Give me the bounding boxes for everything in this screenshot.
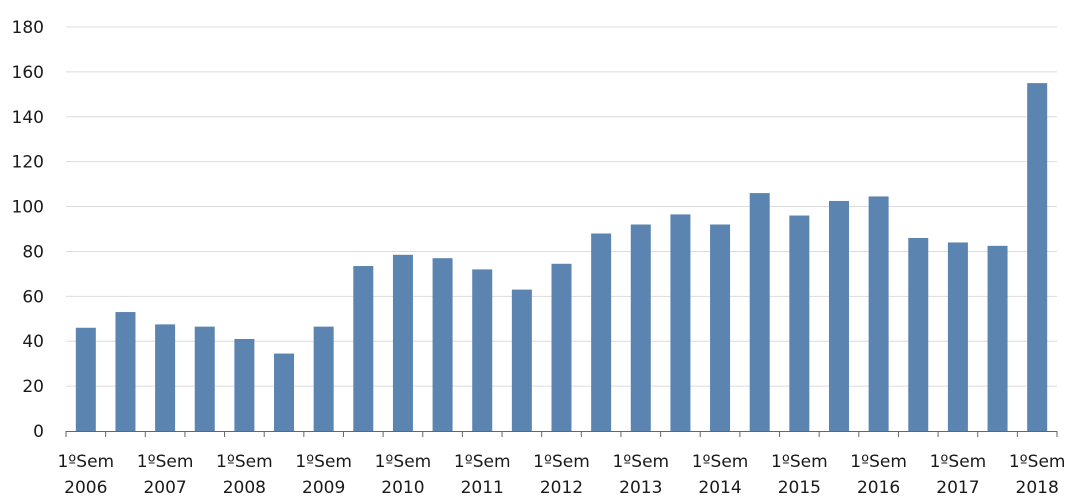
x-tick-label: 1ºSem <box>692 452 749 472</box>
bar <box>313 326 334 431</box>
x-tick-label-year: 2016 <box>857 478 900 498</box>
y-tick-label: 180 <box>12 18 44 38</box>
bar <box>472 269 493 431</box>
y-tick-label: 160 <box>12 63 44 83</box>
bar <box>194 326 215 431</box>
x-tick-label: 1ºSem <box>375 452 432 472</box>
x-tick-label: 1ºSem <box>454 452 511 472</box>
bar <box>670 214 691 431</box>
bar <box>947 242 968 431</box>
gridlines <box>66 26 1057 387</box>
bar <box>630 224 651 431</box>
y-axis-tick-labels: 0 20 40 60 80 100 120 140 160 180 <box>12 18 44 442</box>
bar <box>234 338 255 431</box>
x-axis: 1ºSem 2006 1ºSem 2007 1ºSem 2008 1ºSem 2009 1ºSe… <box>57 431 1066 498</box>
bar <box>828 200 849 431</box>
y-tick-label: 60 <box>22 287 44 307</box>
x-tick-label-year: 2010 <box>381 478 424 498</box>
bar <box>353 266 374 431</box>
x-tick-label: 1ºSem <box>57 452 114 472</box>
x-tick-label: 1ºSem <box>771 452 828 472</box>
bar <box>75 327 96 431</box>
bar-series <box>75 83 1048 431</box>
x-tick-label: 1ºSem <box>1009 452 1066 472</box>
x-tick-label-year: 2006 <box>64 478 107 498</box>
x-tick-label-year: 2018 <box>1016 478 1059 498</box>
x-tick-label-year: 2012 <box>540 478 583 498</box>
bar <box>274 353 295 431</box>
y-tick-label: 0 <box>33 422 44 442</box>
bar <box>908 237 929 431</box>
x-tick-label-year: 2011 <box>461 478 504 498</box>
x-tick-label: 1ºSem <box>850 452 907 472</box>
x-tick-label: 1ºSem <box>612 452 669 472</box>
bar <box>987 245 1008 431</box>
x-tick-label: 1ºSem <box>930 452 987 472</box>
bar <box>710 224 731 431</box>
bar <box>115 312 136 431</box>
y-tick-label: 80 <box>22 242 44 262</box>
bar <box>392 254 413 431</box>
y-tick-label: 120 <box>12 153 44 173</box>
x-tick-label: 1ºSem <box>216 452 273 472</box>
x-tick-label: 1ºSem <box>295 452 352 472</box>
x-tick-label-year: 2015 <box>778 478 821 498</box>
bar <box>155 324 176 431</box>
x-tick-label-year: 2013 <box>619 478 662 498</box>
bar <box>591 233 612 431</box>
bar <box>749 193 770 431</box>
x-tick-label-year: 2009 <box>302 478 345 498</box>
x-tick-label-year: 2008 <box>223 478 266 498</box>
x-tick-label-year: 2017 <box>936 478 979 498</box>
y-tick-label: 20 <box>22 377 44 397</box>
bar <box>551 263 572 431</box>
x-tick-label: 1ºSem <box>137 452 194 472</box>
y-tick-label: 100 <box>12 198 44 218</box>
x-tick-label-year: 2014 <box>698 478 741 498</box>
bar <box>1027 83 1048 431</box>
y-tick-label: 40 <box>22 332 44 352</box>
bar <box>432 258 453 431</box>
y-tick-label: 140 <box>12 108 44 128</box>
bar <box>789 215 810 431</box>
x-tick-label-year: 2007 <box>143 478 186 498</box>
bar <box>511 289 532 431</box>
bar <box>868 196 889 431</box>
x-tick-label: 1ºSem <box>533 452 590 472</box>
